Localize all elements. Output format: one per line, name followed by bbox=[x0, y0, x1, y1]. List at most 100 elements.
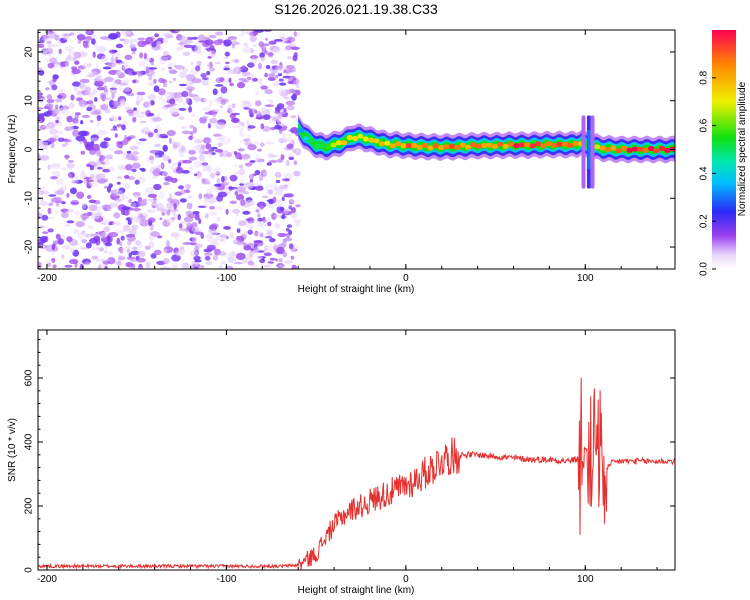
noise-speck bbox=[157, 235, 163, 239]
noise-speck bbox=[288, 205, 292, 210]
noise-speck bbox=[55, 116, 62, 120]
noise-speck bbox=[39, 155, 50, 161]
noise-speck bbox=[74, 60, 80, 65]
noise-speck bbox=[162, 258, 170, 265]
noise-speck bbox=[209, 173, 216, 179]
noise-speck bbox=[178, 116, 185, 120]
noise-speck bbox=[291, 94, 297, 101]
noise-speck bbox=[130, 145, 139, 151]
noise-speck bbox=[238, 168, 245, 176]
noise-speck bbox=[207, 152, 214, 158]
noise-speck bbox=[233, 67, 237, 74]
noise-speck bbox=[137, 40, 147, 48]
noise-speck bbox=[209, 117, 218, 124]
noise-speck bbox=[120, 98, 126, 105]
snr-frame bbox=[37, 329, 676, 571]
noise-speck bbox=[281, 178, 290, 182]
noise-speck bbox=[139, 52, 144, 59]
noise-speck bbox=[150, 231, 160, 237]
noise-speck bbox=[248, 173, 255, 180]
noise-speck bbox=[256, 110, 262, 118]
ridge-cell bbox=[492, 144, 498, 149]
noise-speck bbox=[74, 114, 79, 119]
noise-speck bbox=[55, 104, 59, 110]
noise-speck bbox=[268, 40, 277, 45]
noise-speck bbox=[268, 73, 276, 78]
noise-speck bbox=[150, 253, 157, 259]
noise-speck bbox=[38, 43, 45, 48]
noise-speck bbox=[96, 86, 106, 91]
noise-speck bbox=[202, 165, 213, 172]
noise-speck bbox=[193, 173, 198, 177]
noise-speck bbox=[142, 198, 147, 202]
noise-speck bbox=[239, 127, 243, 134]
noise-speck bbox=[135, 100, 140, 106]
x-tick-label: 0 bbox=[403, 574, 409, 585]
noise-speck bbox=[104, 185, 108, 189]
noise-speck bbox=[80, 150, 86, 155]
noise-speck bbox=[168, 159, 172, 164]
noise-speck bbox=[88, 181, 99, 187]
noise-speck bbox=[137, 250, 146, 258]
noise-speck bbox=[279, 82, 287, 86]
noise-speck bbox=[185, 97, 190, 104]
noise-speck bbox=[96, 119, 101, 127]
noise-speck bbox=[122, 224, 131, 232]
noise-speck bbox=[125, 262, 134, 268]
noise-speck bbox=[193, 266, 199, 269]
noise-speck bbox=[261, 56, 265, 62]
noise-speck bbox=[86, 146, 94, 151]
noise-speck bbox=[283, 96, 290, 100]
noise-speckle bbox=[38, 30, 302, 269]
noise-speck bbox=[288, 156, 295, 161]
noise-speck bbox=[161, 135, 169, 139]
ridge-cell bbox=[599, 145, 606, 151]
noise-speck bbox=[86, 106, 93, 112]
ridge-cell bbox=[405, 143, 412, 149]
noise-speck bbox=[80, 247, 89, 250]
noise-speck bbox=[271, 212, 277, 220]
frequency-burst bbox=[581, 115, 595, 189]
noise-speck bbox=[40, 235, 48, 243]
noise-speck bbox=[256, 255, 263, 260]
noise-speck bbox=[126, 248, 130, 254]
noise-speck bbox=[178, 223, 183, 229]
noise-speck bbox=[145, 261, 151, 269]
snr-y-label: SNR (10 * v/v) bbox=[7, 418, 18, 482]
ridge-cell bbox=[486, 142, 493, 148]
noise-speck bbox=[213, 254, 218, 261]
noise-speck bbox=[241, 153, 251, 160]
noise-speck bbox=[52, 196, 62, 203]
noise-speck bbox=[55, 233, 61, 240]
noise-speck bbox=[264, 89, 273, 95]
noise-speck bbox=[132, 79, 136, 84]
noise-speck bbox=[51, 243, 56, 251]
noise-speck bbox=[242, 46, 253, 54]
noise-speck bbox=[114, 150, 124, 155]
noise-speck bbox=[227, 256, 236, 263]
noise-speck bbox=[162, 144, 168, 152]
noise-speck bbox=[107, 250, 114, 255]
noise-speck bbox=[39, 213, 43, 217]
burst-band-0 bbox=[581, 115, 586, 189]
noise-speck bbox=[48, 202, 54, 207]
ridge-cell bbox=[335, 140, 342, 146]
x-tick-label: 100 bbox=[577, 574, 594, 585]
noise-speck bbox=[166, 130, 176, 136]
noise-speck bbox=[161, 79, 168, 84]
ridge-cell bbox=[389, 143, 396, 149]
noise-speck bbox=[138, 213, 143, 218]
noise-speck bbox=[265, 65, 271, 69]
noise-speck bbox=[212, 241, 220, 247]
noise-speck bbox=[84, 90, 94, 97]
colorbar-label: Normalized spectral amplitude bbox=[737, 81, 748, 216]
noise-speck bbox=[194, 243, 203, 249]
noise-speck bbox=[253, 249, 260, 252]
noise-speck bbox=[289, 199, 298, 203]
noise-speck bbox=[221, 150, 230, 158]
noise-speck bbox=[293, 160, 298, 166]
noise-speck bbox=[39, 225, 45, 229]
noise-speck bbox=[154, 33, 160, 38]
noise-speck bbox=[258, 62, 262, 70]
noise-speck bbox=[54, 210, 59, 215]
